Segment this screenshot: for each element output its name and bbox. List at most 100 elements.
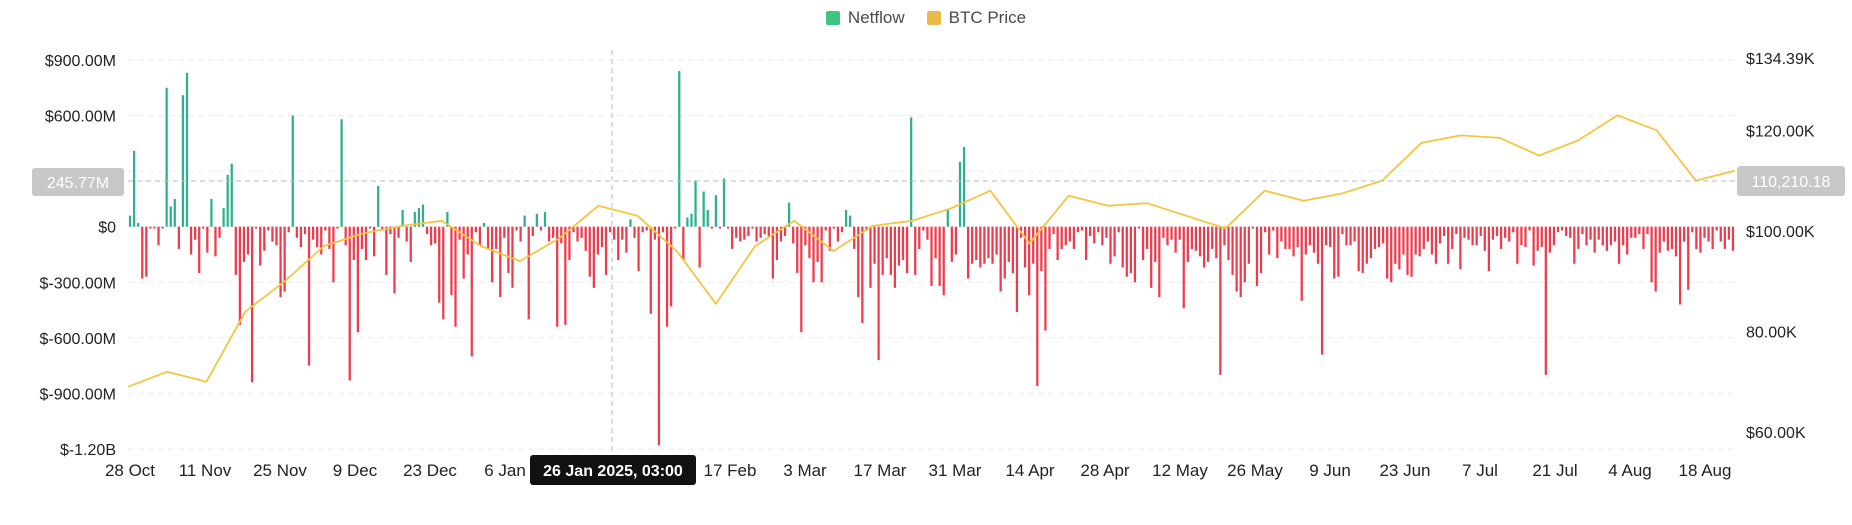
x-tick-label: 7 Jul xyxy=(1462,461,1498,480)
netflow-bar xyxy=(1032,226,1035,264)
netflow-bar xyxy=(1308,226,1311,246)
netflow-bar xyxy=(1613,226,1617,242)
netflow-bar xyxy=(1471,226,1474,246)
netflow-bar xyxy=(787,202,791,227)
netflow-bar xyxy=(1540,226,1543,248)
netflow-bar xyxy=(340,119,343,227)
netflow-bar xyxy=(161,226,164,229)
netflow-bar xyxy=(755,226,758,242)
netflow-bar xyxy=(1325,226,1328,246)
netflow-bar xyxy=(1699,226,1702,253)
netflow-bar xyxy=(633,226,636,238)
netflow-bar xyxy=(1080,226,1084,231)
legend-item-netflow[interactable]: Netflow xyxy=(825,8,905,28)
netflow-bar xyxy=(311,226,315,240)
netflow-bar xyxy=(1154,226,1157,262)
netflow-bar xyxy=(747,226,750,236)
netflow-bar xyxy=(1390,226,1393,283)
netflow-bar xyxy=(226,174,229,227)
netflow-bar xyxy=(1186,226,1189,262)
netflow-bar xyxy=(316,226,319,248)
netflow-bar xyxy=(857,226,860,298)
netflow-bar xyxy=(706,210,709,227)
netflow-bar xyxy=(1447,226,1450,264)
netflow-bar xyxy=(625,226,628,253)
netflow-bar xyxy=(1125,226,1128,277)
netflow-bar xyxy=(1190,226,1193,249)
netflow-bar xyxy=(942,226,945,296)
netflow-bar xyxy=(726,226,730,229)
netflow-bar xyxy=(1097,226,1100,233)
netflow-bar xyxy=(1089,226,1092,236)
netflow-bar xyxy=(783,226,787,236)
netflow-bar xyxy=(1227,226,1230,261)
netflow-bar xyxy=(255,226,258,229)
netflow-bar xyxy=(592,226,595,288)
netflow-bar xyxy=(230,163,233,227)
netflow-bar xyxy=(307,226,311,366)
netflow-bar xyxy=(1642,226,1645,249)
netflow-bar xyxy=(767,226,770,236)
netflow-bar xyxy=(1150,226,1153,288)
netflow-bar xyxy=(914,226,917,275)
crosshair-date-tag xyxy=(530,455,696,485)
netflow-bar xyxy=(1158,226,1161,298)
netflow-bar xyxy=(922,226,925,231)
netflow-bar xyxy=(1015,226,1019,312)
netflow-bar xyxy=(1666,226,1669,251)
right-axis-ticks: $60.00K 80.00K $100.00K $120.00K $134.39K xyxy=(1746,51,1815,442)
netflow-bar xyxy=(543,211,547,227)
netflow-bar xyxy=(735,226,738,238)
netflow-bar xyxy=(1495,226,1499,236)
netflow-bar xyxy=(779,226,783,242)
x-tick-label: 26 May xyxy=(1227,461,1283,480)
netflow-bar xyxy=(1076,226,1080,233)
netflow-bar xyxy=(873,226,876,264)
netflow-bar xyxy=(1585,226,1588,246)
netflow-bar xyxy=(576,226,579,242)
netflow-bar xyxy=(950,226,953,262)
legend-item-btc-price[interactable]: BTC Price xyxy=(926,8,1027,28)
netflow-bar xyxy=(1695,226,1698,249)
netflow-bar xyxy=(173,198,176,227)
netflow-bar xyxy=(1337,226,1340,277)
netflow-bar xyxy=(495,226,498,249)
netflow-bar xyxy=(682,226,685,261)
netflow-bar xyxy=(1414,226,1417,255)
netflow-bar xyxy=(1251,226,1255,229)
netflow-bar xyxy=(621,226,624,240)
netflow-bar xyxy=(1174,226,1177,253)
netflow-bar xyxy=(547,226,551,242)
x-tick-label: 23 Jun xyxy=(1379,461,1430,480)
netflow-bar xyxy=(1524,226,1527,248)
netflow-bar xyxy=(1329,226,1332,248)
netflow-bar xyxy=(1300,226,1303,301)
netflow-bar xyxy=(279,226,282,298)
netflow-bar xyxy=(1345,226,1348,246)
netflow-bar xyxy=(739,226,742,242)
netflow-bar xyxy=(1207,226,1210,262)
legend-label-btc-price: BTC Price xyxy=(948,8,1027,27)
netflow-bar xyxy=(1023,226,1027,268)
netflow-bar xyxy=(840,226,844,233)
y-right-tick-label: $100.00K xyxy=(1746,224,1815,241)
netflow-bar xyxy=(287,226,290,233)
netflow-bar xyxy=(1259,226,1263,274)
netflow-bar xyxy=(710,226,713,229)
netflow-bar xyxy=(1341,226,1344,235)
netflow-bar xyxy=(661,226,665,233)
netflow-bar xyxy=(202,226,205,229)
netflow-bar xyxy=(1719,226,1722,242)
crosshair-date-label: 26 Jan 2025, 03:00 xyxy=(543,463,683,480)
netflow-bar xyxy=(641,226,644,233)
netflow-bar xyxy=(665,226,669,327)
netflow-bar xyxy=(1166,226,1169,246)
netflow-bar xyxy=(800,226,803,333)
netflow-bar xyxy=(503,226,506,238)
netflow-bar xyxy=(523,215,526,227)
netflow-bar xyxy=(206,226,209,253)
y-left-tick-label: $0 xyxy=(98,220,116,237)
netflow-bar xyxy=(368,226,372,229)
netflow-bar xyxy=(1353,226,1356,242)
